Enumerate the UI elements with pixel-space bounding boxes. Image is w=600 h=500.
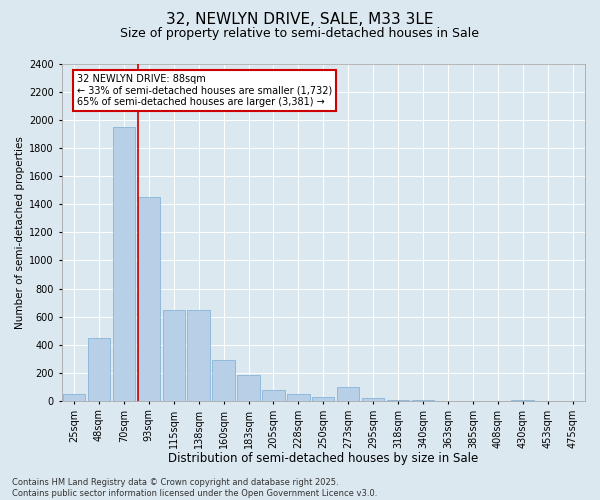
Bar	[511, 400, 534, 401]
Text: 32 NEWLYN DRIVE: 88sqm
← 33% of semi-detached houses are smaller (1,732)
65% of : 32 NEWLYN DRIVE: 88sqm ← 33% of semi-det…	[77, 74, 332, 108]
Bar	[362, 398, 385, 401]
Bar	[337, 387, 359, 401]
Y-axis label: Number of semi-detached properties: Number of semi-detached properties	[15, 136, 25, 329]
Bar	[113, 127, 135, 401]
Bar	[312, 396, 334, 401]
Bar	[137, 198, 160, 401]
Bar	[163, 310, 185, 401]
Bar	[63, 394, 85, 401]
Text: Size of property relative to semi-detached houses in Sale: Size of property relative to semi-detach…	[121, 28, 479, 40]
Bar	[262, 390, 284, 401]
Text: Contains HM Land Registry data © Crown copyright and database right 2025.
Contai: Contains HM Land Registry data © Crown c…	[12, 478, 377, 498]
Bar	[88, 338, 110, 401]
Bar	[287, 394, 310, 401]
Bar	[412, 400, 434, 401]
Text: 32, NEWLYN DRIVE, SALE, M33 3LE: 32, NEWLYN DRIVE, SALE, M33 3LE	[166, 12, 434, 28]
Bar	[237, 375, 260, 401]
Bar	[187, 310, 210, 401]
Bar	[212, 360, 235, 401]
Bar	[387, 400, 409, 401]
X-axis label: Distribution of semi-detached houses by size in Sale: Distribution of semi-detached houses by …	[168, 452, 478, 465]
